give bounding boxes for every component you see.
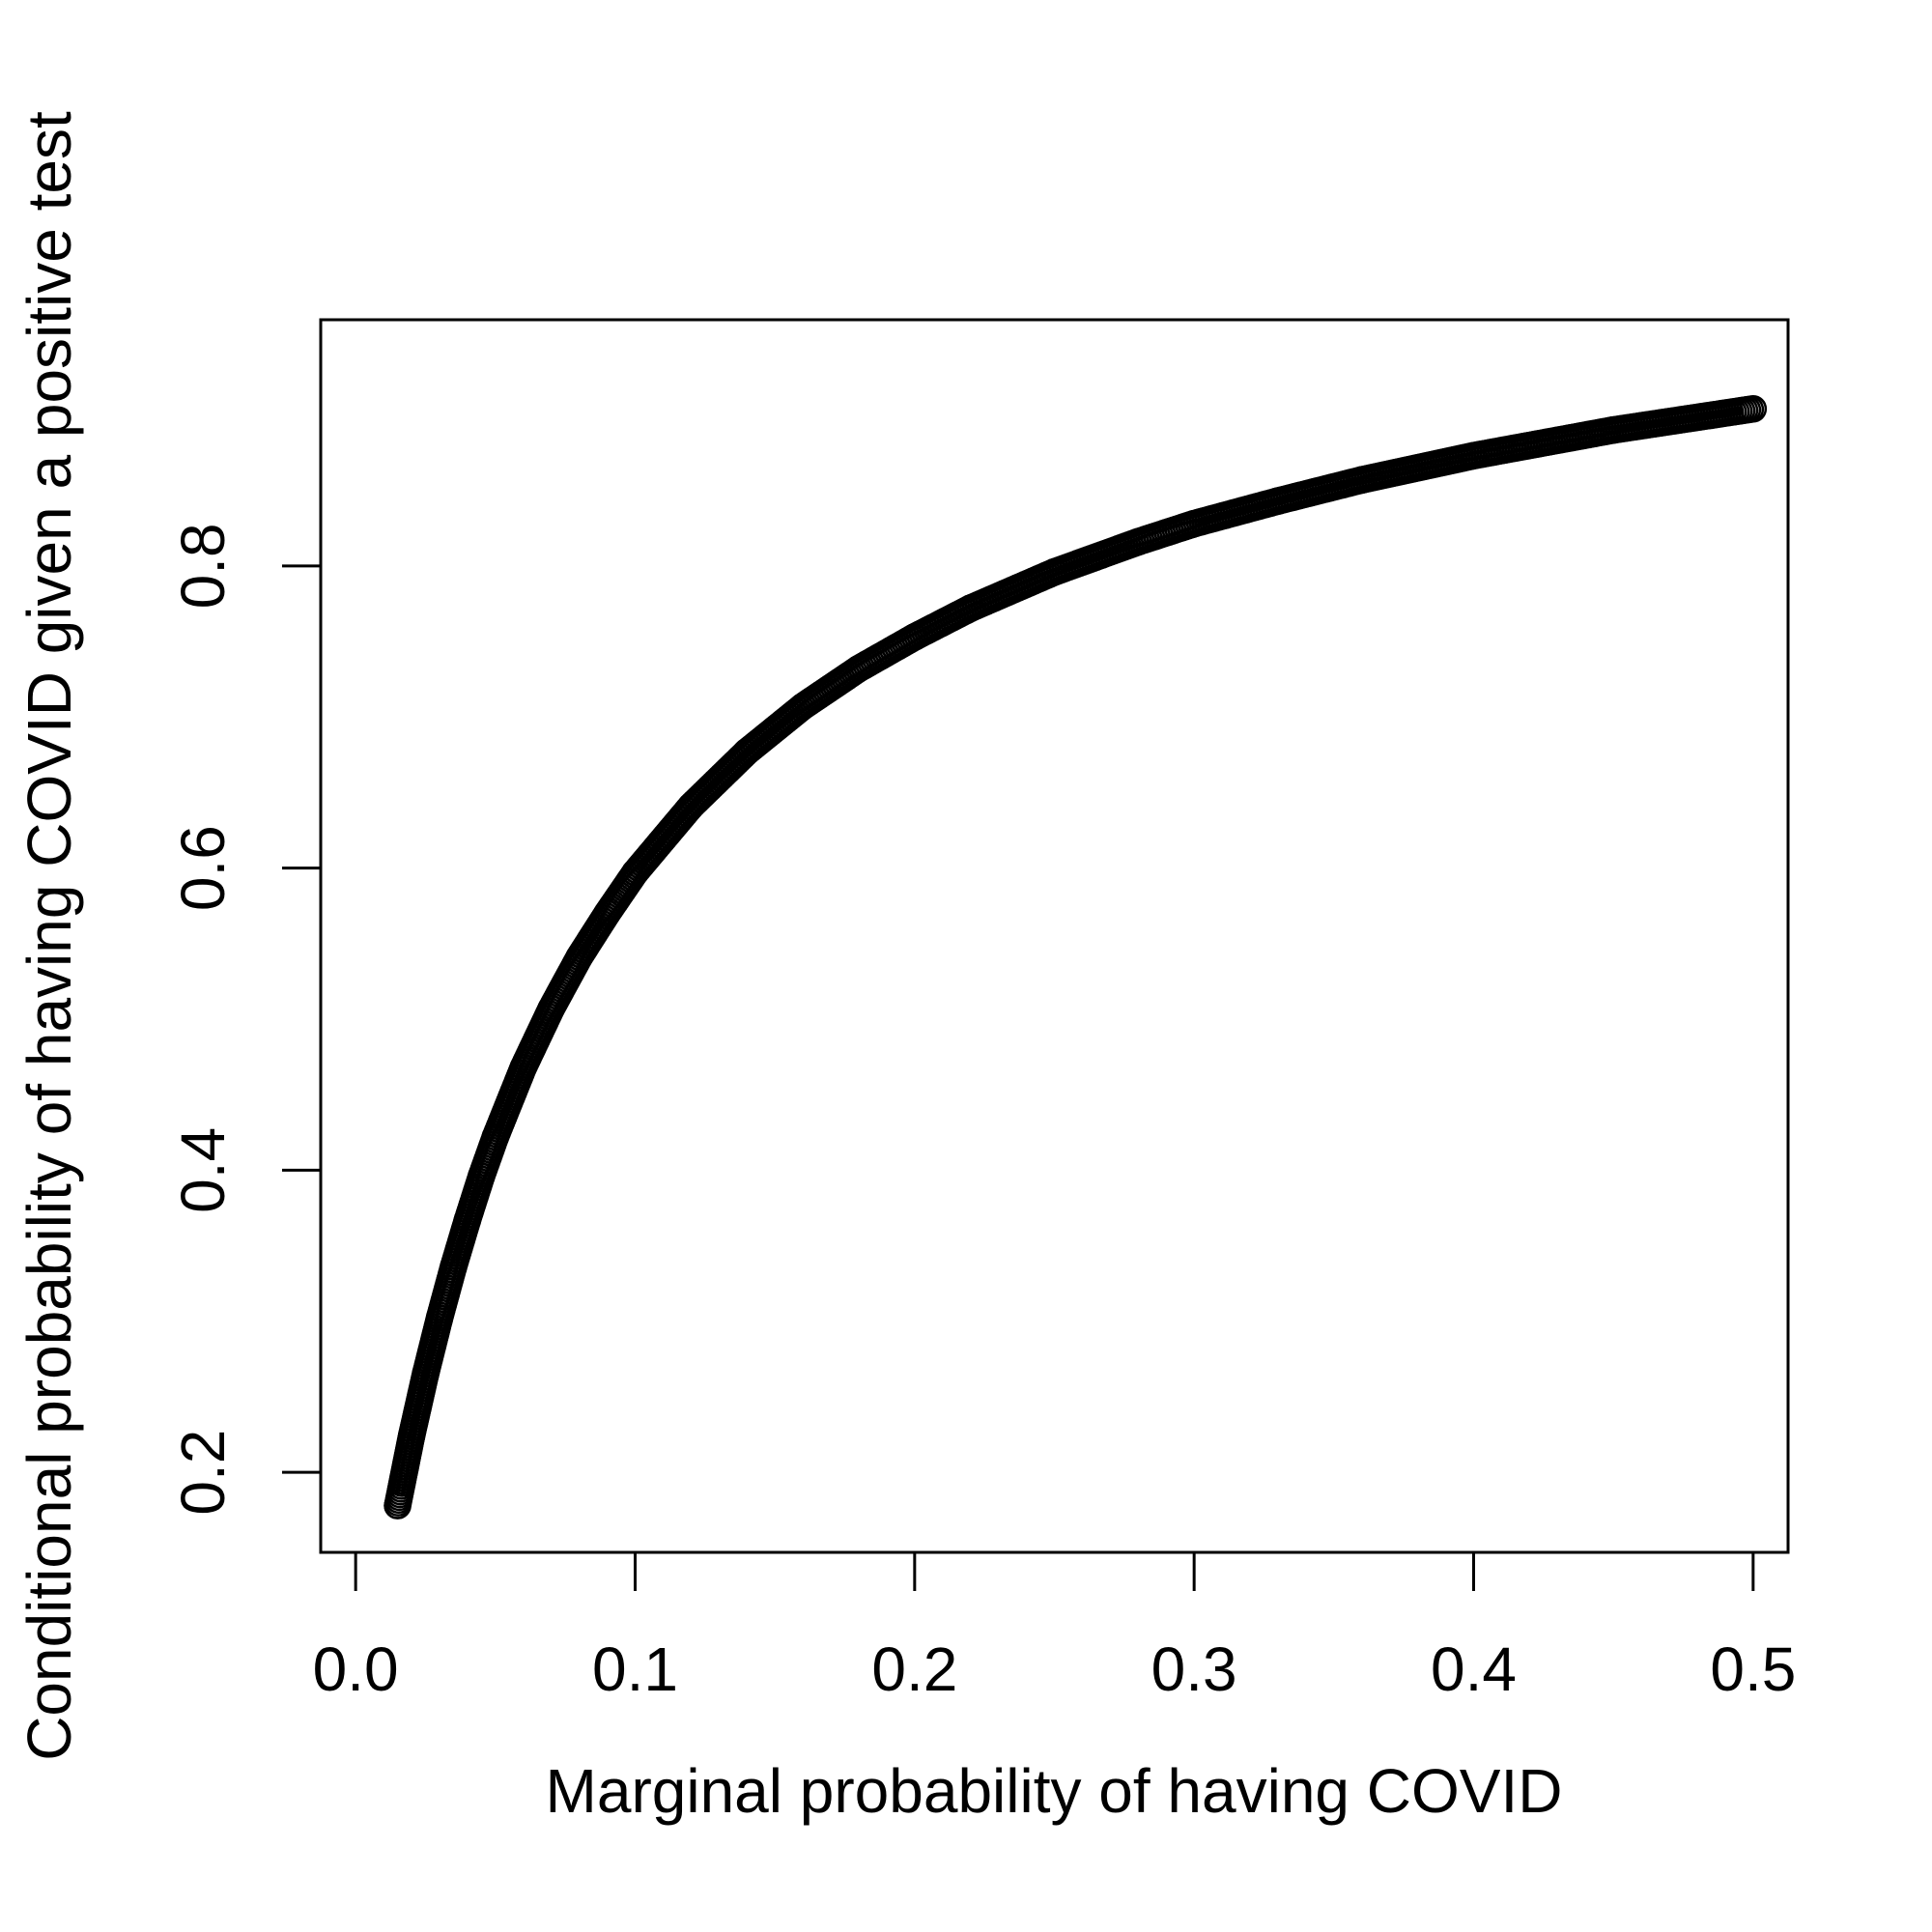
x-axis-title: Marginal probability of having COVID (546, 1756, 1563, 1826)
x-tick-label: 0.5 (1710, 1634, 1796, 1704)
data-point (481, 1122, 510, 1151)
data-point (397, 1422, 426, 1450)
data-point (468, 1162, 496, 1190)
x-tick-label: 0.1 (592, 1634, 678, 1704)
data-point (1124, 527, 1152, 556)
data-points (384, 395, 1768, 1520)
data-point (788, 693, 817, 721)
data-point (1040, 557, 1068, 586)
data-point (900, 623, 929, 651)
y-axis: 0.2 0.4 0.6 0.8 (168, 523, 323, 1516)
y-tick-label: 0.4 (168, 1127, 238, 1213)
data-point (565, 943, 593, 972)
data-point (732, 737, 761, 766)
data-point (384, 1492, 412, 1520)
data-point (1179, 509, 1208, 538)
data-point (440, 1253, 468, 1281)
x-axis: 0.0 0.1 0.2 0.3 0.4 0.5 (313, 1550, 1796, 1704)
x-tick-label: 0.4 (1431, 1634, 1517, 1704)
x-tick-label: 0.3 (1151, 1634, 1237, 1704)
data-point (621, 859, 649, 887)
y-axis-title: Conditional probability of having COVID … (14, 111, 84, 1761)
data-point (1348, 466, 1377, 495)
data-point (537, 994, 565, 1023)
data-point (1460, 441, 1488, 469)
data-point (509, 1053, 538, 1082)
data-point (593, 899, 621, 927)
data-point (1599, 415, 1628, 444)
data-point (956, 594, 984, 622)
data-point (844, 654, 873, 683)
data-point (412, 1360, 440, 1388)
data-point (453, 1206, 482, 1235)
x-tick-label: 0.0 (313, 1634, 399, 1704)
data-point (425, 1304, 454, 1332)
data-point (677, 792, 705, 820)
data-point (1264, 487, 1293, 515)
y-tick-label: 0.2 (168, 1430, 238, 1516)
data-point (1739, 395, 1768, 423)
y-tick-label: 0.6 (168, 825, 238, 911)
y-tick-label: 0.8 (168, 523, 238, 609)
x-tick-label: 0.2 (871, 1634, 957, 1704)
